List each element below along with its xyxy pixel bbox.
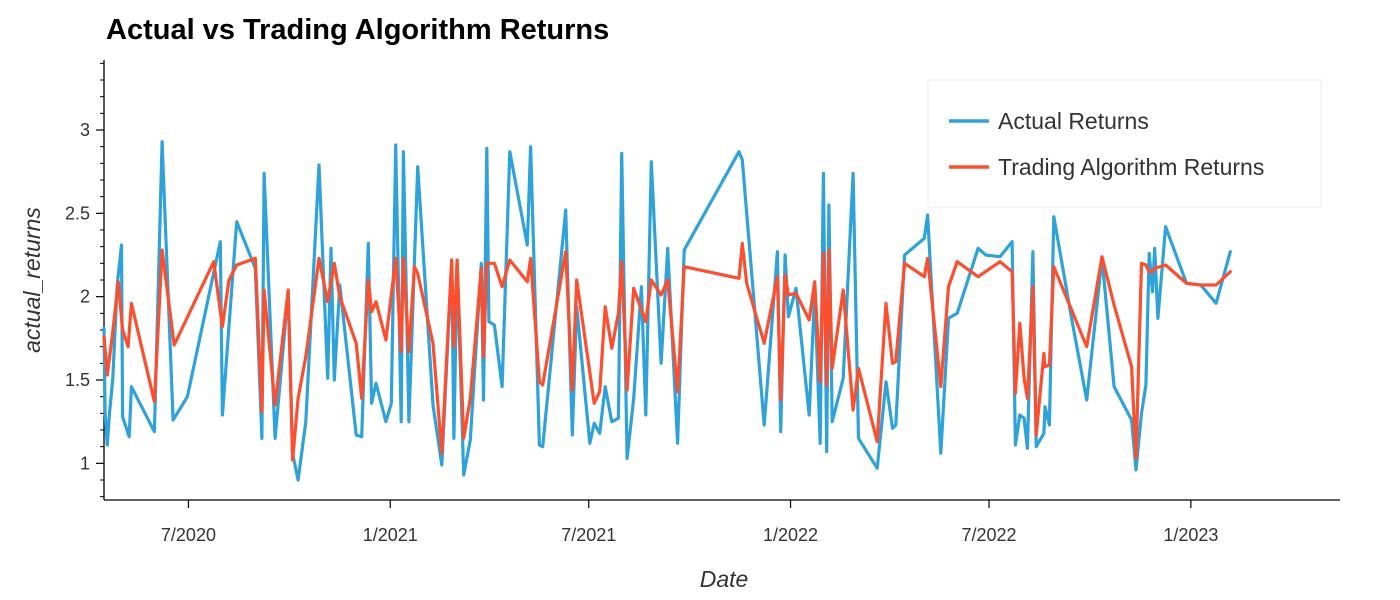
y-tick-label: 1.5: [65, 370, 90, 390]
x-tick-label: 7/2020: [161, 525, 216, 545]
series-lines: [102, 140, 1232, 482]
chart-title: Actual vs Trading Algorithm Returns: [106, 14, 610, 46]
legend-label: Trading Algorithm Returns: [998, 154, 1264, 180]
legend: Actual Returns Trading Algorithm Returns: [927, 79, 1322, 208]
y-tick-label: 1: [80, 453, 90, 473]
y-tick-label: 3: [80, 120, 90, 140]
x-tick-label: 1/2022: [763, 525, 818, 545]
x-axis-title: Date: [700, 566, 749, 592]
x-tick-label: 7/2022: [962, 525, 1017, 545]
y-axis-title: actual_returns: [19, 207, 45, 353]
y-tick-label: 2: [80, 287, 90, 307]
y-tick-label: 2.5: [65, 203, 90, 223]
x-tick-label: 1/2023: [1163, 525, 1218, 545]
legend-box: [927, 79, 1322, 208]
x-tick-label: 7/2021: [561, 525, 616, 545]
x-tick-label: 1/2021: [363, 525, 418, 545]
series-line-1: [102, 241, 1232, 462]
ticks: 1 1.5 2 2.5 3 7/2020 1/2021 7/2021 1/2022 7/2022 1…: [65, 62, 1218, 545]
legend-label: Actual Returns: [998, 108, 1149, 134]
